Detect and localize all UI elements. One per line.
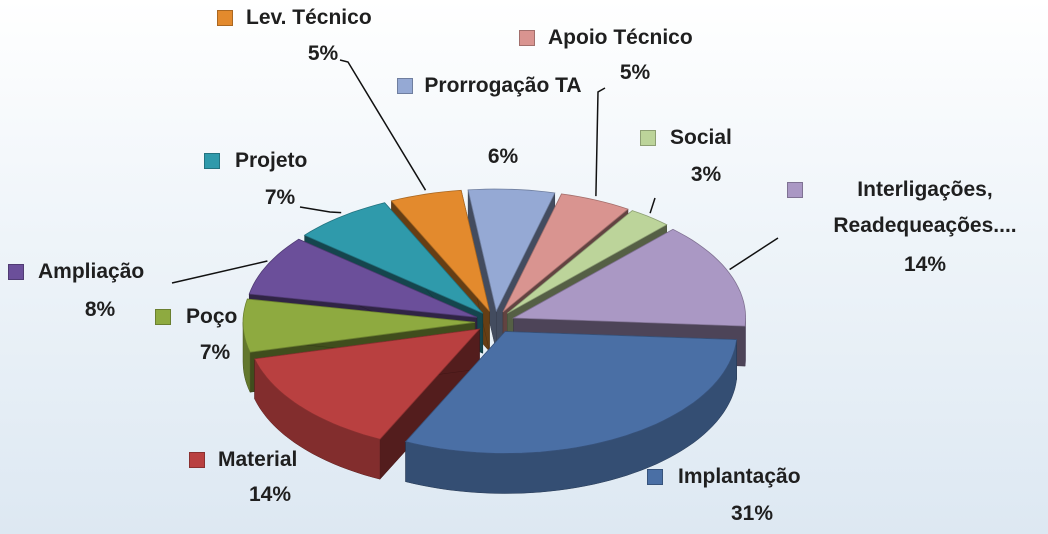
value-label: 14% bbox=[248, 483, 292, 506]
value-label: 14% bbox=[903, 253, 947, 276]
pie-slice bbox=[507, 210, 668, 314]
legend-swatch bbox=[217, 10, 233, 26]
category-label: Poço bbox=[186, 305, 238, 328]
pie-slice bbox=[242, 298, 476, 353]
category-label: Apoio Técnico bbox=[548, 26, 693, 49]
category-label: Implantação bbox=[678, 465, 801, 488]
value-label: 5% bbox=[307, 42, 339, 65]
category-label: Social bbox=[670, 126, 732, 149]
value-label: 5% bbox=[619, 61, 651, 84]
pie-slice bbox=[253, 328, 481, 440]
leader-line bbox=[339, 59, 427, 191]
leader-line bbox=[171, 260, 268, 284]
leader-line bbox=[299, 206, 342, 214]
leader-line bbox=[595, 87, 606, 197]
legend-swatch bbox=[647, 469, 663, 485]
category-label: Projeto bbox=[235, 149, 308, 172]
legend-swatch bbox=[155, 309, 171, 325]
category-label: Material bbox=[218, 448, 298, 471]
value-label: 7% bbox=[264, 186, 296, 209]
pie-slice bbox=[467, 188, 556, 313]
legend-swatch bbox=[519, 30, 535, 46]
pie-slice bbox=[303, 202, 484, 314]
category-label: Prorrogação TA bbox=[424, 74, 582, 97]
legend-swatch bbox=[397, 78, 413, 94]
value-label: 7% bbox=[199, 341, 231, 364]
category-label: Interligações, Readequeações.... bbox=[833, 178, 1017, 237]
value-label: 3% bbox=[690, 163, 722, 186]
pie-slice bbox=[248, 238, 478, 318]
legend-swatch bbox=[204, 153, 220, 169]
legend-swatch bbox=[787, 182, 803, 198]
legend-swatch bbox=[640, 130, 656, 146]
category-label: Lev. Técnico bbox=[246, 6, 372, 29]
legend-swatch bbox=[8, 264, 24, 280]
pie-slice bbox=[512, 228, 747, 327]
value-label: 31% bbox=[730, 502, 774, 525]
legend-swatch bbox=[189, 452, 205, 468]
pie-slice bbox=[502, 193, 629, 313]
value-label: 8% bbox=[84, 298, 116, 321]
leader-line bbox=[649, 197, 656, 214]
pie-slice bbox=[390, 189, 490, 312]
category-label: Ampliação bbox=[38, 260, 145, 283]
pie-slice bbox=[404, 331, 738, 454]
value-label: 6% bbox=[487, 145, 519, 168]
leader-line bbox=[729, 237, 779, 271]
